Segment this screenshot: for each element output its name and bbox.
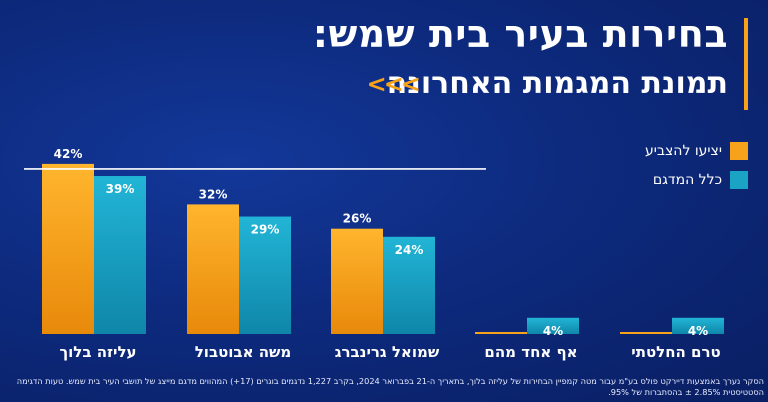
data-label-likely-voters-2: 26% <box>343 212 372 226</box>
category-label-2: שמואל גרינברג <box>335 343 440 361</box>
data-label-all-sample-0: 39% <box>106 182 135 196</box>
category-label-3: אף אחד מהם <box>484 343 577 361</box>
bar-likely-voters-4 <box>620 332 672 334</box>
legend-swatch-teal <box>730 171 748 189</box>
data-label-likely-voters-1: 32% <box>199 187 228 201</box>
chevron-arrows-icon: <<< <box>366 70 421 98</box>
legend-item-all-sample: כלל המדגם <box>653 171 748 189</box>
bar-likely-voters-3 <box>475 332 527 334</box>
bar-all-sample-3 <box>527 317 579 334</box>
data-label-all-sample-2: 24% <box>395 243 424 257</box>
category-label-1: משה אבוטבול <box>195 343 292 361</box>
legend-swatch-orange <box>730 142 748 160</box>
data-label-all-sample-1: 29% <box>251 223 280 237</box>
bar-all-sample-2 <box>383 236 435 334</box>
data-label-all-sample-3: 4% <box>543 324 563 338</box>
bar-all-sample-1 <box>239 216 291 334</box>
chart-subtitle: תמונת המגמות האחרונה <box>386 66 728 101</box>
category-label-4: טרם החלטתי <box>631 343 720 361</box>
title-block: בחירות בעיר בית שמש: תמונת המגמות האחרונ… <box>313 12 748 110</box>
bar-all-sample-0 <box>94 176 146 334</box>
chart-title: בחירות בעיר בית שמש: <box>312 12 728 56</box>
bar-likely-voters-0 <box>42 163 94 334</box>
bars-group: 42% 39% 32% 29% 26% 24% 4% 4% <box>42 147 724 338</box>
bar-likely-voters-2 <box>331 228 383 334</box>
footnote: הסקר נערך באמצעות דיירקט פולס בע"מ עבור … <box>16 376 764 397</box>
bar-all-sample-4 <box>672 317 724 334</box>
legend-item-likely-voters: יציעו להצביע <box>645 142 748 160</box>
legend-label-all-sample: כלל המדגם <box>652 172 722 188</box>
category-label-0: עליזה בלוך <box>59 343 136 361</box>
bar-likely-voters-1 <box>187 204 239 334</box>
legend-label-likely-voters: יציעו להצביע <box>645 143 722 159</box>
category-labels-group: עליזה בלוך משה אבוטבול שמואל גרינברג אף אחד… <box>59 343 720 361</box>
data-label-all-sample-4: 4% <box>688 324 708 338</box>
data-label-likely-voters-0: 42% <box>54 147 83 161</box>
title-accent-bar <box>744 18 748 110</box>
